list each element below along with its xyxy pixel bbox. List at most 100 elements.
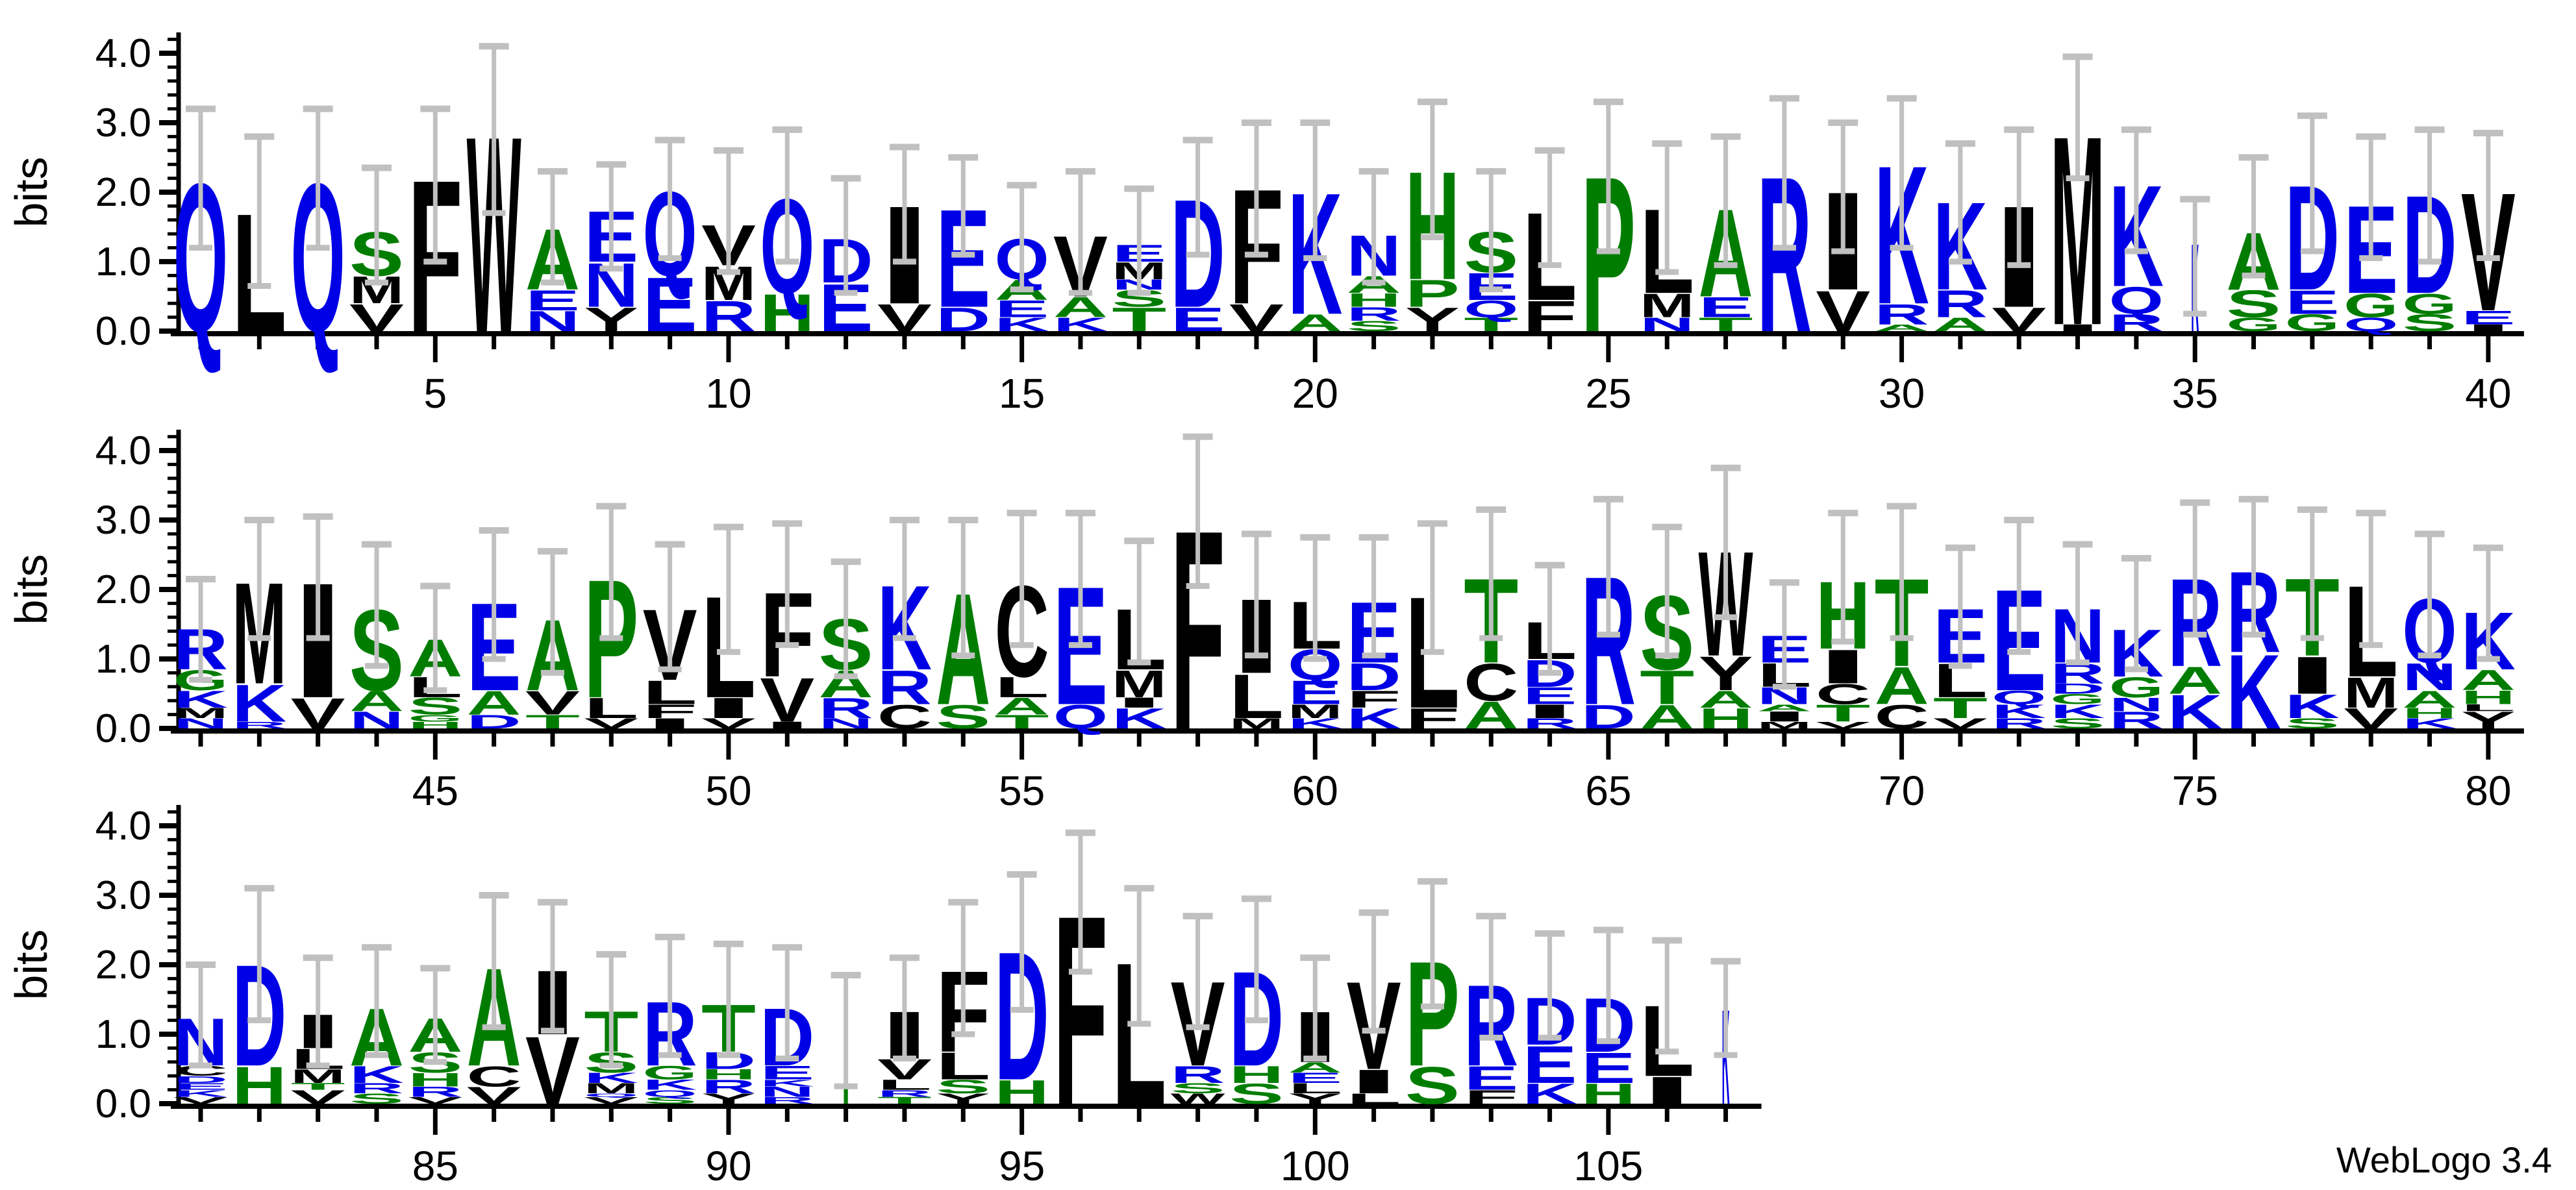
residue-letter-S: S — [936, 698, 990, 736]
residue-letter-W: W — [1171, 1091, 1226, 1107]
residue-stack: FER — [1464, 913, 1518, 1108]
residue-letter-M: M — [1288, 700, 1342, 722]
y-tick-label: 0.0 — [95, 309, 151, 354]
residue-letter-K: K — [2051, 700, 2105, 722]
error-bar — [479, 527, 509, 662]
residue-letter-R: R — [2109, 310, 2164, 336]
error-bar — [1534, 930, 1565, 1041]
x-tick-label: 60 — [1292, 767, 1338, 814]
residue-letter-N: N — [349, 707, 404, 734]
residue-letter-Q: Q — [1053, 698, 1108, 736]
x-tick-label: 90 — [705, 1143, 751, 1189]
error-bar — [713, 940, 744, 1058]
error-bar — [2297, 112, 2327, 254]
residue-stack: VRHSA — [408, 965, 463, 1106]
error-bar — [2180, 499, 2210, 638]
residue-stack: DR — [1581, 495, 1636, 743]
error-bar — [2004, 126, 2034, 268]
residue-stack: F — [1053, 829, 1108, 1161]
residue-letter-G: G — [2227, 314, 2281, 335]
residue-letter-E: E — [1464, 1060, 1518, 1097]
error-bar — [537, 548, 568, 676]
residue-letter-C: C — [1816, 678, 1870, 711]
residue-stack: DAE — [467, 527, 521, 732]
x-tick-label: 80 — [2465, 767, 2511, 814]
residue-letter-K: K — [173, 686, 228, 712]
error-bar — [1417, 520, 1447, 655]
residue-letter-V: V — [1992, 301, 2046, 338]
residue-letter-R: R — [232, 720, 286, 731]
error-bar — [1300, 119, 1331, 262]
residue-letter-K: K — [349, 1061, 404, 1087]
error-bar — [1124, 538, 1155, 665]
error-bar — [772, 520, 803, 649]
residue-stack: ARK — [1933, 140, 1988, 335]
error-bar — [948, 899, 979, 1037]
error-bar — [1593, 495, 1623, 638]
residue-letter-Q: Q — [584, 1093, 638, 1098]
residue-stack: KED — [1523, 930, 1577, 1110]
residue-stack: SA — [936, 517, 990, 738]
residue-stack: GSA — [2227, 154, 2281, 335]
residue-stack: VIL — [701, 523, 756, 732]
residue-letter-R: R — [408, 1084, 462, 1100]
residue-stack: VQMKST — [584, 950, 639, 1106]
residue-stack: FL — [1523, 147, 1577, 341]
residue-letter-T: T — [1464, 314, 1518, 335]
residue-stack: VML — [2344, 510, 2399, 735]
error-bar — [1769, 579, 1799, 690]
residue-stack: R — [1757, 95, 1812, 378]
y-tick-label: 1.0 — [95, 637, 151, 682]
error-bar — [1476, 167, 1507, 293]
residue-letter-V: V — [408, 1095, 463, 1106]
y-tick-label: 3.0 — [95, 101, 151, 145]
residue-letter-H: H — [2461, 687, 2516, 708]
error-bar — [1124, 885, 1155, 1027]
residue-letter-S: S — [2051, 715, 2105, 732]
residue-letter-R: R — [1523, 715, 1577, 732]
residue-letter-A: A — [1288, 310, 1342, 336]
residue-letter-F: F — [1523, 292, 1577, 341]
residue-letter-T: T — [291, 1081, 345, 1092]
error-bar — [537, 167, 568, 286]
residue-stack: Q — [173, 105, 228, 377]
residue-stack: HD — [995, 871, 1049, 1119]
residue-letter-A: A — [1288, 1060, 1342, 1076]
residue-stack: ED — [819, 175, 873, 345]
residue-letter-S: S — [1405, 1056, 1460, 1115]
residue-letter-I: I — [760, 720, 814, 731]
residue-letter-V: V — [291, 1086, 345, 1108]
residue-letter-H: H — [1699, 702, 1753, 735]
residue-letter-M: M — [1757, 720, 1812, 731]
error-bar — [2356, 510, 2386, 649]
error-bar — [655, 934, 685, 1058]
error-bar — [889, 954, 919, 1061]
x-tick-label: 75 — [2172, 767, 2218, 814]
residue-letter-P: P — [1405, 273, 1460, 316]
residue-letter-E: E — [173, 1081, 228, 1092]
residue-letter-N: N — [760, 1084, 814, 1100]
residue-letter-F: F — [1464, 1086, 1518, 1108]
residue-letter-S: S — [2403, 310, 2457, 336]
error-bar — [1007, 510, 1037, 649]
residue-stack: SRHAN — [1347, 167, 1401, 334]
residue-stack: HGSLA — [408, 582, 462, 730]
residue-stack: K — [2180, 195, 2210, 358]
error-bar — [1652, 140, 1682, 275]
residue-letter-V: V — [173, 1095, 229, 1106]
residue-stack: VTMLI — [291, 954, 345, 1108]
error-bar — [1534, 147, 1565, 268]
error-bar — [361, 944, 392, 1058]
error-bar — [1476, 913, 1507, 1041]
error-bar — [1300, 534, 1331, 662]
residue-letter-C: C — [1464, 653, 1518, 712]
residue-letter-D: D — [1347, 656, 1401, 699]
